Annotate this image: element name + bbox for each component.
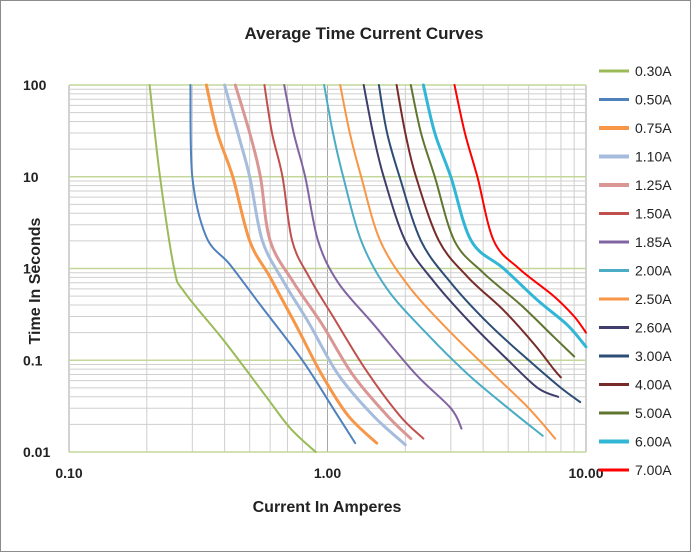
legend-label: 6.00A [635,434,672,450]
series-line-0.75A [204,83,379,445]
legend-label: 1.85A [635,234,672,250]
chart-title: Average Time Current Curves [244,24,483,43]
series-line-4.00A [395,84,562,379]
legend-label: 2.00A [635,263,672,279]
legend-label: 5.00A [635,405,672,421]
legend-label: 0.75A [635,120,672,136]
series-line-2.00A [323,84,544,437]
legend-label: 1.25A [635,177,672,193]
legend-label: 7.00A [635,462,672,478]
series-line-3.00A [377,84,582,404]
series-line-5.00A [409,84,576,358]
legend-label: 2.50A [635,291,672,307]
x-axis-label: Current In Amperes [253,499,402,516]
series-lines [148,83,588,453]
series-line-1.50A [263,84,425,440]
grid [68,84,587,453]
y-tick-label: 10 [23,169,39,185]
y-tick-label: 100 [23,77,47,93]
y-axis-label: Time In Seconds [27,217,44,344]
series-line-1.10A [223,83,407,447]
series-line-2.50A [339,84,557,440]
series-line-6.00A [421,83,588,349]
legend-label: 1.10A [635,149,672,165]
series-line-2.60A [362,84,560,398]
x-tick-label: 10.00 [568,465,603,481]
x-tick-label: 0.10 [55,465,82,481]
series-line-0.30A [148,84,317,453]
series-line-0.50A [189,84,357,445]
legend-label: 0.50A [635,92,672,108]
legend-label: 0.30A [635,63,672,79]
y-tick-label: 0.01 [23,444,50,460]
legend-label: 4.00A [635,377,672,393]
x-tick-label: 1.00 [314,465,341,481]
tick-labels: 100 10 1 0.1 0.01 0.10 1.00 10.00 [23,77,604,481]
legend: 0.30A 0.50A 0.75A 1.10A 1.25A 1.50A 1.85A 2.00A… [599,63,672,478]
y-tick-label: 0.1 [23,352,43,368]
series-line-1.85A [283,84,463,430]
series-line-7.00A [453,84,587,334]
legend-label: 3.00A [635,348,672,364]
series-line-1.25A [233,83,413,441]
legend-label: 2.60A [635,320,672,336]
y-tick-label: 1 [23,261,31,277]
legend-label: 1.50A [635,206,672,222]
